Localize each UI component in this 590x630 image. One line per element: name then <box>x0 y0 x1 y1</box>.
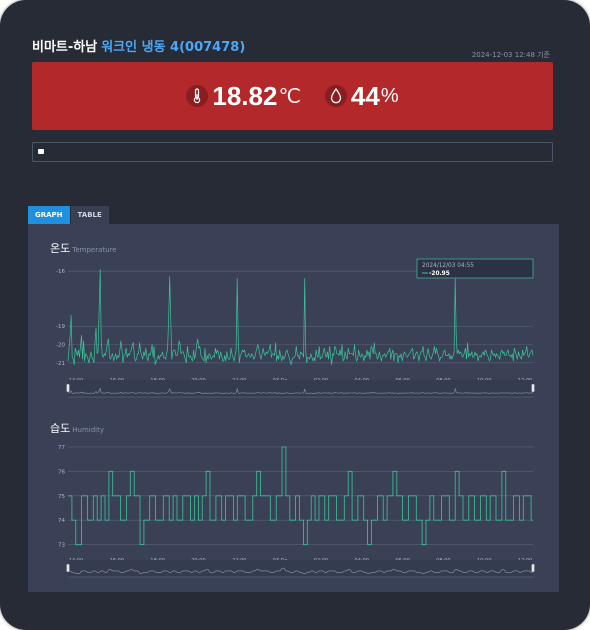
tooltip-value: -20.95 <box>429 271 450 277</box>
temperature-chart-title: 온도 Temperature <box>50 240 117 256</box>
navigator-left-handle[interactable] <box>66 383 70 393</box>
temperature-chart[interactable]: -16-19-20-2114:0016:0018:0020:0022:0003 … <box>28 258 559 400</box>
humidity-subtitle: Humidity <box>72 426 104 434</box>
tooltip-date: 2024/12/03 04:55 <box>422 263 474 269</box>
y-tick-label: 74 <box>58 518 65 524</box>
temperature-subtitle: Temperature <box>72 246 117 254</box>
chart-tooltip: 2024/12/03 04:55 -20.95 <box>416 258 534 279</box>
humidity-readout: 44% <box>324 80 399 112</box>
temperature-value: 18.82 <box>212 80 278 111</box>
temperature-title: 온도 <box>50 242 71 255</box>
temperature-readout: 18.82 ℃ <box>186 81 301 112</box>
humidity-chart[interactable]: 777675747314:0016:0018:0020:0022:0003 De… <box>28 438 559 580</box>
droplet-icon <box>324 85 347 107</box>
navigator-series <box>68 567 533 574</box>
humidity-unit: % <box>380 84 399 107</box>
temperature-unit: ℃ <box>278 85 301 108</box>
navigator-right-handle[interactable] <box>531 383 535 393</box>
device-name: 워크인 냉동 4(007478) <box>101 40 246 55</box>
navigator-right-handle[interactable] <box>531 563 535 573</box>
humidity-title: 습도 <box>50 422 71 435</box>
y-tick-label: 73 <box>58 543 65 549</box>
y-tick-label: -21 <box>56 361 65 367</box>
tab-graph[interactable]: GRAPH <box>28 206 70 224</box>
last-updated-timestamp: 2024-12-03 12:48 기준 <box>471 51 550 59</box>
navigator-series <box>67 387 534 394</box>
humidity-value: 44 <box>350 80 380 111</box>
status-banner: 18.82 ℃ 44% <box>32 62 553 130</box>
message-box[interactable] <box>32 142 553 162</box>
y-tick-label: -20 <box>56 343 65 349</box>
range-navigator[interactable] <box>68 560 533 577</box>
y-tick-label: 77 <box>58 445 65 451</box>
y-tick-label: -19 <box>56 324 65 330</box>
y-tick-label: 76 <box>58 469 65 475</box>
page-title: 비마트-하남 워크인 냉동 4(007478) <box>32 36 245 55</box>
tab-table[interactable]: TABLE <box>70 206 109 224</box>
store-name: 비마트-하남 <box>32 40 98 55</box>
thermometer-icon <box>186 85 209 107</box>
series-line <box>67 268 534 366</box>
humidity-chart-title: 습도 Humidity <box>50 420 104 436</box>
range-navigator[interactable] <box>68 380 533 397</box>
series-line <box>68 446 533 546</box>
y-tick-label: 75 <box>58 494 65 500</box>
view-tabs: GRAPH TABLE <box>28 206 110 224</box>
chat-icon <box>38 149 44 154</box>
navigator-left-handle[interactable] <box>66 563 70 573</box>
y-tick-label: -16 <box>56 269 65 275</box>
